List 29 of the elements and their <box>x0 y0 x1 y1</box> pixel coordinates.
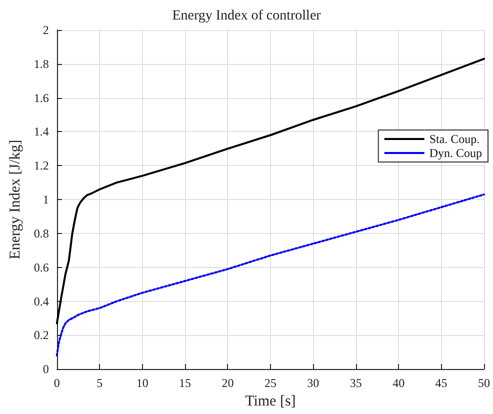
x-tick-label: 20 <box>222 376 234 390</box>
x-tick-label: 0 <box>54 376 60 390</box>
y-tick-label: 1.2 <box>34 158 49 173</box>
x-tick-label: 45 <box>435 376 448 390</box>
y-axis-title: Energy Index [J/kg] <box>8 140 24 260</box>
x-tick-label: 50 <box>478 376 490 390</box>
x-tick-label: 15 <box>179 376 192 390</box>
x-tick-label: 10 <box>136 376 148 390</box>
x-tick-label: 25 <box>264 376 276 390</box>
y-tick-label: 0 <box>42 362 49 376</box>
line-series <box>56 58 485 324</box>
y-tick-label: 0.6 <box>34 260 49 274</box>
x-tick-label: 30 <box>307 376 320 390</box>
chart-title: Energy Index of controller <box>172 8 322 24</box>
y-tick-label: 0.8 <box>34 226 49 240</box>
y-tick-label: 1 <box>42 192 49 207</box>
legend-label: Dyn. Coup <box>429 146 482 160</box>
y-tick-label: 1.4 <box>34 124 49 139</box>
x-tick-label: 5 <box>96 376 103 390</box>
x-tick-label: 35 <box>350 376 362 390</box>
x-axis-title: Time [s] <box>245 394 296 410</box>
y-tick-label: 1.8 <box>34 56 49 71</box>
y-tick-label: 0.4 <box>34 294 49 308</box>
y-tick-label: 2 <box>42 23 49 37</box>
line-series <box>56 193 485 357</box>
y-tick-label: 1.6 <box>34 90 49 105</box>
y-tick-label: 0.2 <box>34 328 49 342</box>
x-tick-label: 40 <box>392 376 405 390</box>
legend-label: Sta. Coup. <box>429 132 480 146</box>
